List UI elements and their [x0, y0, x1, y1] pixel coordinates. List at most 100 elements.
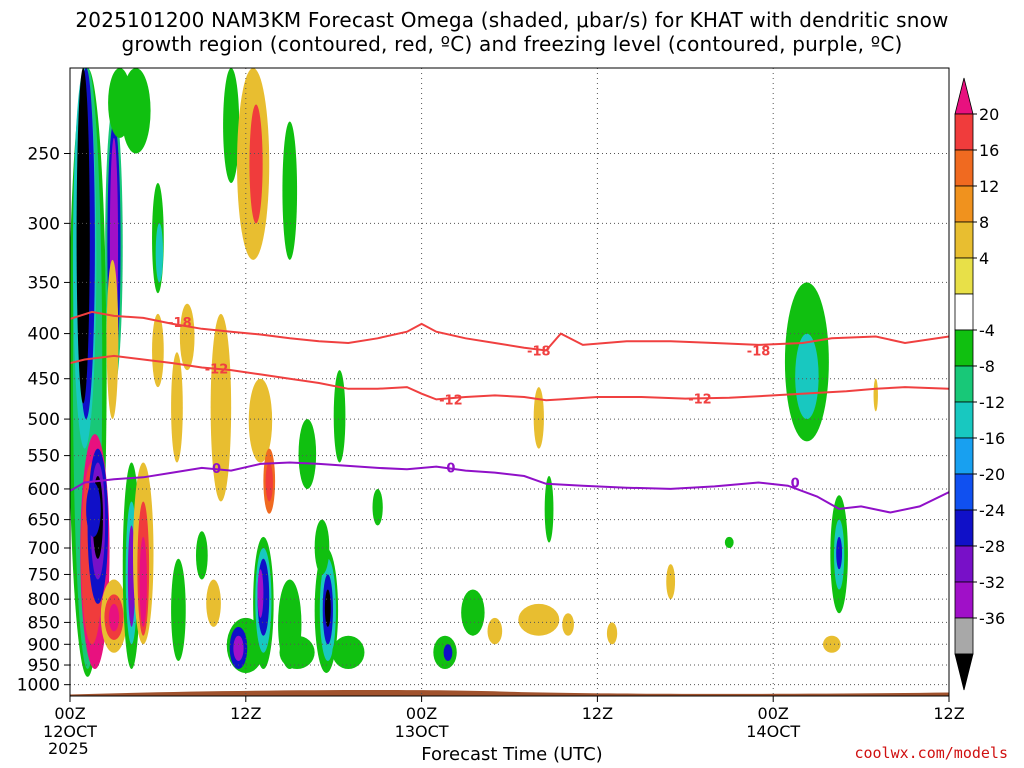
y-tick-label: 300	[28, 214, 60, 234]
x-tick-date-label: 13OCT	[395, 722, 449, 741]
colorbar-swatch	[954, 509, 974, 547]
omega-cell	[139, 536, 147, 627]
contour-line	[70, 461, 949, 514]
colorbar-swatch	[954, 545, 974, 583]
colorbar-swatch	[954, 149, 974, 187]
colorbar-label: 4	[979, 249, 989, 268]
colorbar-swatch	[954, 113, 974, 151]
omega-cell	[233, 635, 244, 661]
ground-surface	[70, 690, 949, 696]
contour-label: -12	[688, 393, 712, 408]
omega-cell	[324, 589, 331, 627]
contour-label: 0	[791, 477, 800, 492]
colorbar-label: -32	[979, 573, 1005, 592]
omega-cell	[823, 635, 841, 653]
omega-cell	[461, 589, 485, 636]
y-tick-label: 250	[28, 144, 60, 164]
colorbar-label: -12	[979, 393, 1005, 412]
x-tick-label: 00Z	[54, 704, 85, 723]
y-tick-label: 450	[28, 370, 60, 390]
colorbar-bottom-arrow	[954, 653, 974, 691]
omega-cell	[249, 104, 263, 224]
chart-title-line-1: 2025101200 NAM3KM Forecast Omega (shaded…	[75, 8, 949, 32]
colorbar-swatch	[954, 437, 974, 475]
omega-cell	[210, 313, 232, 502]
colorbar-label: -4	[979, 321, 995, 340]
y-tick-label: 750	[28, 565, 60, 585]
omega-cell	[171, 352, 183, 463]
contour-label: -12	[439, 393, 463, 408]
omega-cell	[279, 635, 315, 670]
omega-cell	[282, 121, 298, 260]
x-tick-label: 12Z	[582, 704, 613, 723]
colorbar-swatch	[954, 185, 974, 223]
omega-cell	[666, 564, 676, 600]
omega-cell	[265, 462, 273, 502]
contour-label: 0	[446, 461, 455, 476]
y-tick-label: 950	[28, 656, 60, 676]
colorbar-label: -36	[979, 609, 1005, 628]
plot-frame	[69, 67, 950, 697]
chart-title-line-2: growth region (contoured, red, ºC) and f…	[121, 32, 903, 56]
omega-field	[70, 68, 949, 696]
omega-cell	[195, 531, 208, 580]
omega-cell	[487, 617, 503, 645]
colorbar-label: 20	[979, 105, 999, 124]
omega-cell	[223, 68, 240, 183]
colorbar-label: -20	[979, 465, 1005, 484]
omega-cell	[171, 558, 186, 661]
y-tick-label: 800	[28, 590, 60, 610]
y-tick-label: 400	[28, 325, 60, 345]
y-axis: 2503003504004505005506006507007508008509…	[17, 144, 70, 696]
omega-cell	[795, 333, 819, 420]
omega-cell	[332, 635, 365, 670]
omega-cell	[106, 259, 119, 420]
omega-cell	[86, 482, 101, 537]
contour-label: -18	[168, 316, 192, 331]
contour-label: 0	[212, 462, 221, 477]
omega-cell	[155, 223, 164, 283]
contour-label: -12	[205, 362, 229, 377]
omega-cell	[298, 419, 317, 489]
omega-cell	[372, 488, 383, 526]
colorbar-swatch	[954, 329, 974, 367]
colorbar-swatch	[954, 401, 974, 439]
omega-cell	[533, 387, 544, 449]
y-tick-label: 600	[28, 480, 60, 500]
colorbar-swatch	[954, 257, 974, 295]
colorbar-top-arrow	[954, 77, 974, 115]
x-axis-title: Forecast Time (UTC)	[421, 744, 603, 765]
x-tick-date-label: 12OCT	[43, 722, 97, 741]
colorbar: 20 16 12 8 4 -4 -8 -12 -16 -20 -24 -28 -32 -36	[954, 77, 1005, 691]
year-label: 2025	[48, 739, 89, 758]
contour-label: -18	[527, 344, 551, 359]
colorbar-label: -16	[979, 429, 1005, 448]
colorbar-swatch	[954, 293, 974, 331]
omega-cell	[333, 370, 346, 463]
omega-cell	[606, 622, 618, 645]
colorbar-swatch	[954, 365, 974, 403]
y-tick-label: 900	[28, 635, 60, 655]
omega-cell	[562, 613, 574, 636]
omega-cell	[724, 536, 734, 549]
y-tick-label: 1000	[17, 676, 60, 696]
omega-cell	[836, 536, 843, 570]
colorbar-label: 8	[979, 213, 989, 232]
x-tick-label: 12Z	[230, 704, 261, 723]
colorbar-label: -24	[979, 501, 1005, 520]
omega-cell	[257, 569, 264, 618]
x-tick-label: 00Z	[406, 704, 437, 723]
colorbar-swatch	[954, 581, 974, 619]
omega-cell	[248, 378, 273, 463]
y-tick-label: 700	[28, 539, 60, 559]
colorbar-label: -28	[979, 537, 1005, 556]
contour-lines: -18 -18 -18 -12 -12 -12 0 0 0	[70, 310, 949, 514]
y-tick-label: 350	[28, 273, 60, 293]
omega-cell	[544, 475, 554, 543]
x-tick-date-label: 14OCT	[746, 722, 800, 741]
colorbar-label: 16	[979, 141, 999, 160]
grid-lines	[69, 68, 950, 696]
colorbar-swatch	[954, 617, 974, 655]
